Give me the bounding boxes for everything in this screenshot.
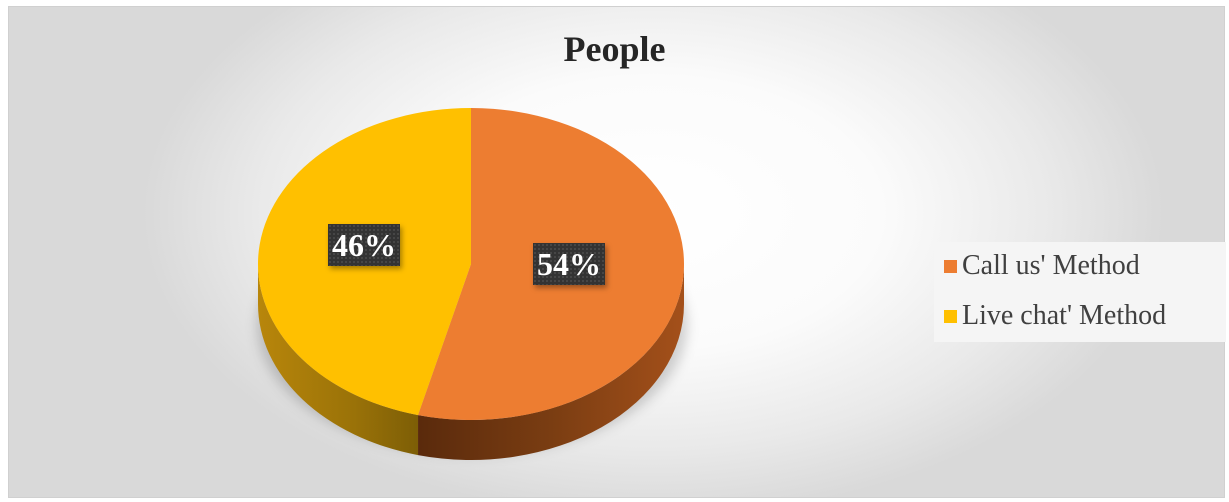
pie-side-live-chat — [258, 264, 419, 456]
legend-label-call-us: Call us' Method — [962, 250, 1140, 281]
legend-entry-call-us: Call us' Method — [944, 250, 1140, 282]
data-label-live-chat: 46% — [328, 224, 400, 266]
legend-swatch-call-us — [944, 259, 957, 273]
legend-entry-live-chat: Live chat' Method — [944, 300, 1166, 332]
data-label-call-us: 54% — [533, 243, 605, 285]
chart-title: People — [563, 29, 666, 69]
pie-side-call-us — [418, 264, 684, 460]
legend-swatch-live-chat — [944, 309, 957, 323]
legend-label-live-chat: Live chat' Method — [962, 300, 1167, 331]
legend: Call us' Method Live chat' Method — [934, 242, 1226, 342]
